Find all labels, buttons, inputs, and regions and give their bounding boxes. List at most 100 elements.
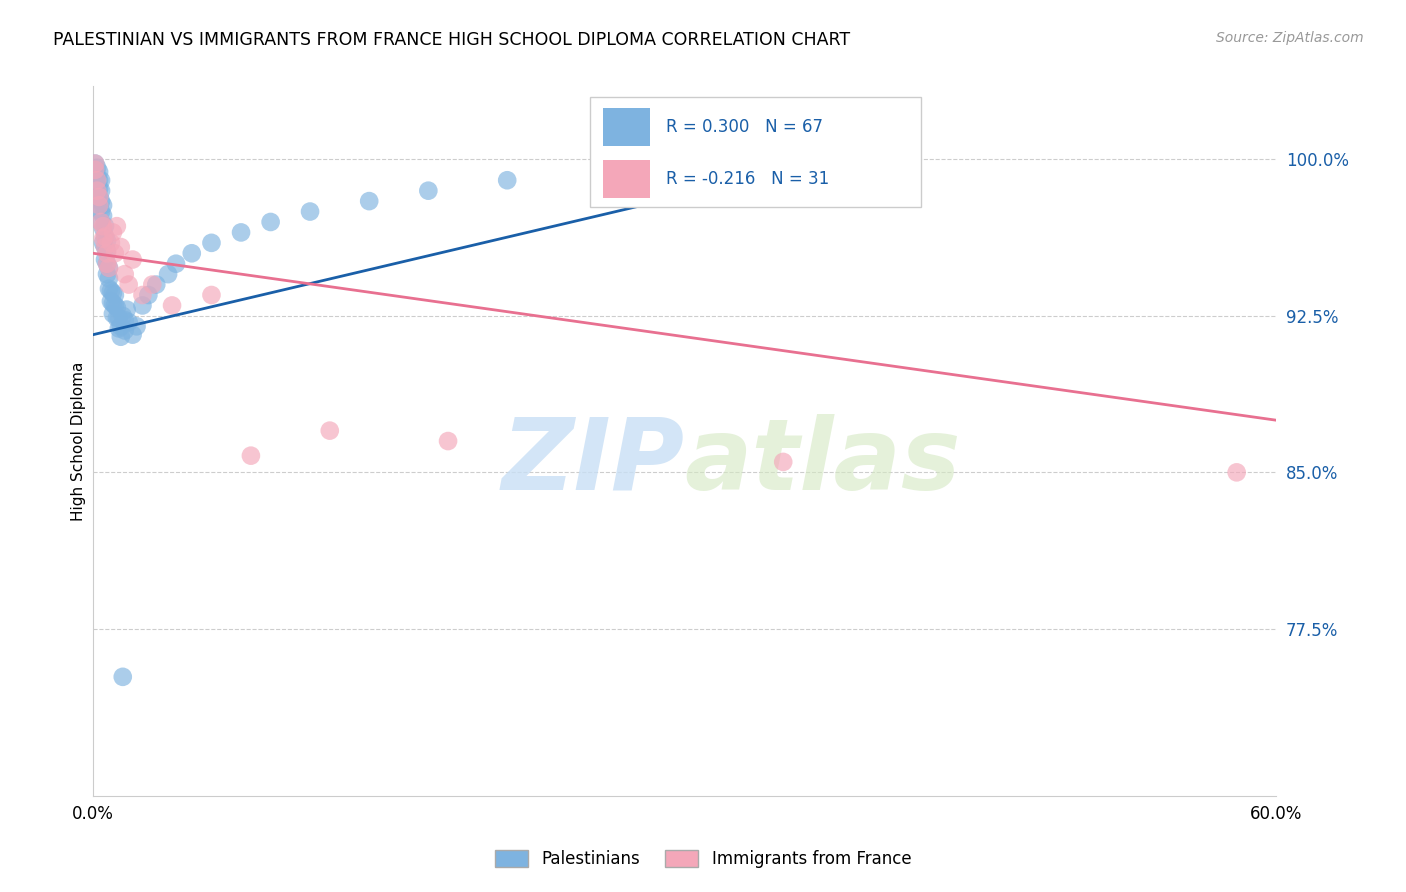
Point — [97, 282, 120, 296]
Point — [121, 327, 143, 342]
Point — [200, 288, 222, 302]
Point — [111, 309, 134, 323]
Point — [595, 162, 617, 177]
Point — [114, 323, 136, 337]
Point — [84, 162, 107, 177]
Point — [90, 204, 112, 219]
Point — [496, 173, 519, 187]
Point — [90, 215, 112, 229]
Point — [110, 240, 132, 254]
Point — [94, 252, 117, 267]
Point — [118, 315, 141, 329]
Point — [86, 173, 108, 187]
Point — [110, 330, 132, 344]
Point — [86, 184, 108, 198]
Point — [141, 277, 163, 292]
Point — [86, 184, 108, 198]
Point — [87, 165, 110, 179]
Point — [96, 257, 118, 271]
Point — [100, 284, 122, 298]
Point — [101, 307, 124, 321]
Point — [239, 449, 262, 463]
Point — [84, 173, 107, 187]
Point — [105, 219, 128, 234]
Point — [104, 246, 127, 260]
Point — [131, 298, 153, 312]
Point — [108, 310, 131, 325]
Point — [87, 190, 110, 204]
Point — [118, 277, 141, 292]
Point — [90, 173, 112, 187]
Point — [86, 178, 108, 192]
Point — [138, 288, 160, 302]
Text: ZIP: ZIP — [502, 414, 685, 511]
Point — [91, 219, 114, 234]
Text: atlas: atlas — [685, 414, 962, 511]
Text: PALESTINIAN VS IMMIGRANTS FROM FRANCE HIGH SCHOOL DIPLOMA CORRELATION CHART: PALESTINIAN VS IMMIGRANTS FROM FRANCE HI… — [53, 31, 851, 49]
Point — [84, 156, 107, 170]
Point — [105, 310, 128, 325]
Point — [90, 194, 112, 208]
Point — [90, 215, 112, 229]
Point — [87, 181, 110, 195]
Point — [418, 184, 440, 198]
Point — [87, 173, 110, 187]
Point — [157, 267, 180, 281]
Point — [110, 319, 132, 334]
Point — [87, 198, 110, 212]
Point — [84, 162, 107, 177]
Point — [200, 235, 222, 250]
Point — [86, 161, 108, 175]
Point — [299, 204, 322, 219]
Text: Source: ZipAtlas.com: Source: ZipAtlas.com — [1216, 31, 1364, 45]
Point — [437, 434, 460, 448]
Point — [94, 229, 117, 244]
Point — [108, 321, 131, 335]
Point — [86, 169, 108, 183]
Point — [91, 232, 114, 246]
Point — [229, 226, 252, 240]
Point — [96, 244, 118, 259]
Point — [96, 246, 118, 260]
Point — [96, 267, 118, 281]
Point — [84, 156, 107, 170]
Point — [125, 319, 148, 334]
Point — [259, 215, 281, 229]
Point — [165, 257, 187, 271]
Point — [90, 184, 112, 198]
Legend: Palestinians, Immigrants from France: Palestinians, Immigrants from France — [488, 843, 918, 875]
Point — [91, 235, 114, 250]
Point — [94, 229, 117, 244]
Point — [94, 240, 117, 254]
Point — [91, 209, 114, 223]
Point — [94, 240, 117, 254]
Point — [111, 670, 134, 684]
Point — [121, 252, 143, 267]
Point — [100, 235, 122, 250]
Point — [101, 285, 124, 300]
Point — [100, 294, 122, 309]
Point — [114, 313, 136, 327]
Point — [97, 260, 120, 275]
Point — [104, 288, 127, 302]
Point — [114, 267, 136, 281]
Point — [87, 198, 110, 212]
Point — [96, 257, 118, 271]
Point — [180, 246, 202, 260]
Point — [160, 298, 183, 312]
Point — [1226, 466, 1249, 480]
Point — [359, 194, 381, 208]
Point — [94, 219, 117, 234]
Point — [96, 234, 118, 248]
Point — [145, 277, 167, 292]
Y-axis label: High School Diploma: High School Diploma — [72, 361, 86, 521]
Point — [97, 260, 120, 275]
Point — [105, 301, 128, 315]
Point — [115, 302, 138, 317]
Point — [97, 271, 120, 285]
Point — [131, 288, 153, 302]
Point — [772, 455, 794, 469]
Point — [319, 424, 342, 438]
Point — [101, 226, 124, 240]
Point — [101, 296, 124, 310]
